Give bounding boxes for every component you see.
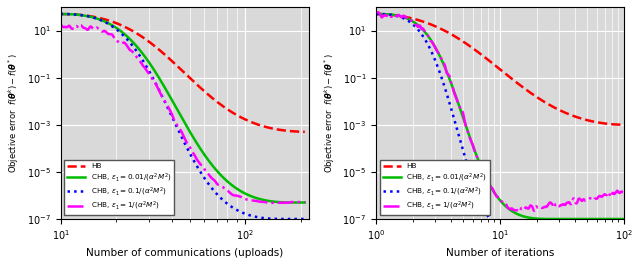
CHB, $\epsilon_1=0.01/(\alpha^2 M^2)$ — [201, 153, 209, 156]
CHB, $\epsilon_1=0.1/(\alpha^2 M^2)$ — [241, 212, 248, 215]
CHB, $\epsilon_1=0.01/(\alpha^2 M^2)$ — [100, 20, 108, 23]
CHB, $\epsilon_1=1/(\alpha^2 M^2)$ — [515, 210, 523, 213]
HB — [372, 12, 380, 16]
HB — [484, 58, 492, 61]
CHB, $\epsilon_1=0.1/(\alpha^2 M^2)$ — [301, 217, 308, 220]
CHB, $\epsilon_1=0.1/(\alpha^2 M^2)$ — [538, 241, 546, 244]
HB — [436, 27, 444, 30]
CHB, $\epsilon_1=0.1/(\alpha^2 M^2)$ — [167, 113, 175, 117]
CHB, $\epsilon_1=0.01/(\alpha^2 M^2)$ — [518, 214, 526, 218]
CHB, $\epsilon_1=0.1/(\alpha^2 M^2)$ — [484, 215, 492, 218]
CHB, $\epsilon_1=0.1/(\alpha^2 M^2)$ — [57, 12, 65, 16]
HB — [416, 19, 424, 22]
CHB, $\epsilon_1=1/(\alpha^2 M^2)$ — [485, 181, 493, 184]
HB — [301, 130, 308, 133]
HB — [620, 123, 628, 126]
Line: HB: HB — [61, 14, 305, 132]
CHB, $\epsilon_1=0.1/(\alpha^2 M^2)$ — [620, 241, 628, 244]
CHB, $\epsilon_1=0.01/(\alpha^2 M^2)$ — [559, 217, 567, 220]
CHB, $\epsilon_1=0.01/(\alpha^2 M^2)$ — [416, 25, 424, 28]
HB — [57, 12, 65, 16]
Line: CHB, $\epsilon_1=0.1/(\alpha^2 M^2)$: CHB, $\epsilon_1=0.1/(\alpha^2 M^2)$ — [376, 14, 624, 242]
CHB, $\epsilon_1=0.01/(\alpha^2 M^2)$ — [57, 12, 65, 16]
CHB, $\epsilon_1=0.1/(\alpha^2 M^2)$ — [372, 12, 380, 16]
CHB, $\epsilon_1=0.01/(\alpha^2 M^2)$ — [620, 217, 628, 220]
CHB, $\epsilon_1=1/(\alpha^2 M^2)$ — [267, 201, 275, 205]
Y-axis label: Objective error  $f(\boldsymbol{\theta}^k)- f(\boldsymbol{\theta}^*)$: Objective error $f(\boldsymbol{\theta}^k… — [7, 53, 21, 173]
CHB, $\epsilon_1=1/(\alpha^2 M^2)$ — [539, 206, 547, 209]
CHB, $\epsilon_1=0.01/(\alpha^2 M^2)$ — [220, 176, 228, 180]
HB — [538, 99, 545, 102]
CHB, $\epsilon_1=1/(\alpha^2 M^2)$ — [167, 111, 175, 114]
HB — [220, 105, 228, 108]
Legend: HB, CHB, $\epsilon_1=0.01/(\alpha^2 M^2)$, CHB, $\epsilon_1=0.1/(\alpha^2 M^2)$,: HB, CHB, $\epsilon_1=0.01/(\alpha^2 M^2)… — [64, 160, 175, 215]
CHB, $\epsilon_1=1/(\alpha^2 M^2)$ — [620, 191, 628, 194]
CHB, $\epsilon_1=0.01/(\alpha^2 M^2)$ — [372, 12, 380, 16]
Line: CHB, $\epsilon_1=0.01/(\alpha^2 M^2)$: CHB, $\epsilon_1=0.01/(\alpha^2 M^2)$ — [61, 14, 305, 202]
Legend: HB, CHB, $\epsilon_1=0.01/(\alpha^2 M^2)$, CHB, $\epsilon_1=0.1/(\alpha^2 M^2)$,: HB, CHB, $\epsilon_1=0.01/(\alpha^2 M^2)… — [380, 160, 490, 215]
CHB, $\epsilon_1=1/(\alpha^2 M^2)$ — [372, 11, 380, 14]
CHB, $\epsilon_1=0.01/(\alpha^2 M^2)$ — [484, 180, 492, 184]
CHB, $\epsilon_1=1/(\alpha^2 M^2)$ — [436, 55, 444, 58]
HB — [100, 17, 108, 21]
CHB, $\epsilon_1=0.01/(\alpha^2 M^2)$ — [538, 217, 545, 220]
CHB, $\epsilon_1=1/(\alpha^2 M^2)$ — [201, 168, 209, 171]
CHB, $\epsilon_1=1/(\alpha^2 M^2)$ — [417, 25, 424, 28]
HB — [518, 85, 526, 88]
HB — [201, 90, 209, 93]
CHB, $\epsilon_1=0.01/(\alpha^2 M^2)$ — [289, 201, 296, 204]
CHB, $\epsilon_1=1/(\alpha^2 M^2)$ — [560, 203, 568, 206]
CHB, $\epsilon_1=0.1/(\alpha^2 M^2)$ — [201, 177, 209, 180]
CHB, $\epsilon_1=1/(\alpha^2 M^2)$ — [57, 23, 65, 26]
CHB, $\epsilon_1=0.01/(\alpha^2 M^2)$ — [436, 55, 444, 58]
Line: CHB, $\epsilon_1=1/(\alpha^2 M^2)$: CHB, $\epsilon_1=1/(\alpha^2 M^2)$ — [376, 12, 624, 212]
CHB, $\epsilon_1=1/(\alpha^2 M^2)$ — [100, 29, 108, 33]
CHB, $\epsilon_1=0.1/(\alpha^2 M^2)$ — [559, 241, 567, 244]
CHB, $\epsilon_1=0.1/(\alpha^2 M^2)$ — [220, 199, 228, 202]
CHB, $\epsilon_1=1/(\alpha^2 M^2)$ — [120, 41, 127, 44]
HB — [241, 117, 248, 121]
Line: CHB, $\epsilon_1=0.1/(\alpha^2 M^2)$: CHB, $\epsilon_1=0.1/(\alpha^2 M^2)$ — [61, 14, 305, 219]
CHB, $\epsilon_1=0.1/(\alpha^2 M^2)$ — [416, 30, 424, 34]
X-axis label: Number of iterations: Number of iterations — [446, 248, 554, 258]
Line: HB: HB — [376, 14, 624, 125]
CHB, $\epsilon_1=0.01/(\alpha^2 M^2)$ — [301, 201, 308, 204]
CHB, $\epsilon_1=1/(\alpha^2 M^2)$ — [519, 208, 527, 211]
CHB, $\epsilon_1=1/(\alpha^2 M^2)$ — [220, 186, 228, 189]
CHB, $\epsilon_1=0.1/(\alpha^2 M^2)$ — [100, 20, 108, 23]
CHB, $\epsilon_1=1/(\alpha^2 M^2)$ — [374, 11, 381, 14]
CHB, $\epsilon_1=1/(\alpha^2 M^2)$ — [241, 197, 248, 201]
HB — [120, 25, 127, 28]
CHB, $\epsilon_1=0.01/(\alpha^2 M^2)$ — [167, 97, 175, 100]
CHB, $\epsilon_1=1/(\alpha^2 M^2)$ — [301, 201, 308, 204]
HB — [559, 110, 566, 113]
Line: CHB, $\epsilon_1=1/(\alpha^2 M^2)$: CHB, $\epsilon_1=1/(\alpha^2 M^2)$ — [61, 25, 305, 203]
CHB, $\epsilon_1=0.1/(\alpha^2 M^2)$ — [518, 240, 526, 243]
CHB, $\epsilon_1=0.1/(\alpha^2 M^2)$ — [436, 71, 444, 74]
CHB, $\epsilon_1=0.1/(\alpha^2 M^2)$ — [120, 34, 127, 37]
X-axis label: Number of communications (uploads): Number of communications (uploads) — [86, 248, 284, 258]
CHB, $\epsilon_1=0.1/(\alpha^2 M^2)$ — [280, 217, 287, 220]
HB — [167, 59, 175, 62]
Line: CHB, $\epsilon_1=0.01/(\alpha^2 M^2)$: CHB, $\epsilon_1=0.01/(\alpha^2 M^2)$ — [376, 14, 624, 219]
CHB, $\epsilon_1=0.01/(\alpha^2 M^2)$ — [241, 192, 248, 195]
CHB, $\epsilon_1=0.1/(\alpha^2 M^2)$ — [534, 241, 541, 244]
Y-axis label: Objective error  $f(\boldsymbol{\theta}^k)- f(\boldsymbol{\theta}^*)$: Objective error $f(\boldsymbol{\theta}^k… — [323, 53, 337, 173]
CHB, $\epsilon_1=0.01/(\alpha^2 M^2)$ — [546, 217, 554, 220]
CHB, $\epsilon_1=0.01/(\alpha^2 M^2)$ — [120, 32, 127, 35]
